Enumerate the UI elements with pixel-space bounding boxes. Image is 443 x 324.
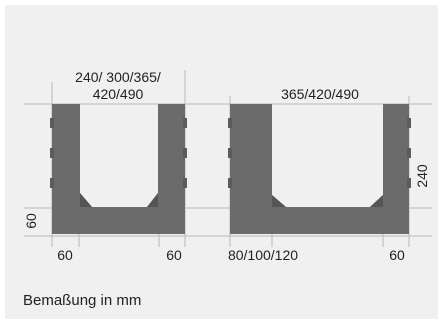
right-side-height-label: 240 bbox=[414, 164, 430, 188]
right-u-block-notches bbox=[228, 118, 411, 188]
left-side-height-label: 60 bbox=[23, 213, 39, 229]
right-u-block bbox=[228, 104, 411, 234]
left-u-block-chamfers bbox=[80, 193, 158, 207]
right-u-block-shape bbox=[230, 104, 409, 234]
left-u-block-shape bbox=[52, 104, 185, 234]
left-u-block bbox=[50, 104, 187, 234]
right-top-label: 365/420/490 bbox=[281, 86, 359, 102]
left-top-label-line1: 240/ 300/365/ bbox=[75, 69, 161, 85]
left-u-block-notches bbox=[50, 118, 187, 188]
right-u-block-chamfers bbox=[272, 195, 383, 207]
right-bottom-right-label: 60 bbox=[389, 247, 405, 263]
left-top-label-line2: 420/490 bbox=[93, 86, 144, 102]
left-bottom-right-label: 60 bbox=[166, 247, 182, 263]
left-bottom-left-label: 60 bbox=[57, 247, 73, 263]
right-bottom-left-label: 80/100/120 bbox=[228, 247, 298, 263]
dimension-caption: Bemaßung in mm bbox=[23, 292, 141, 309]
